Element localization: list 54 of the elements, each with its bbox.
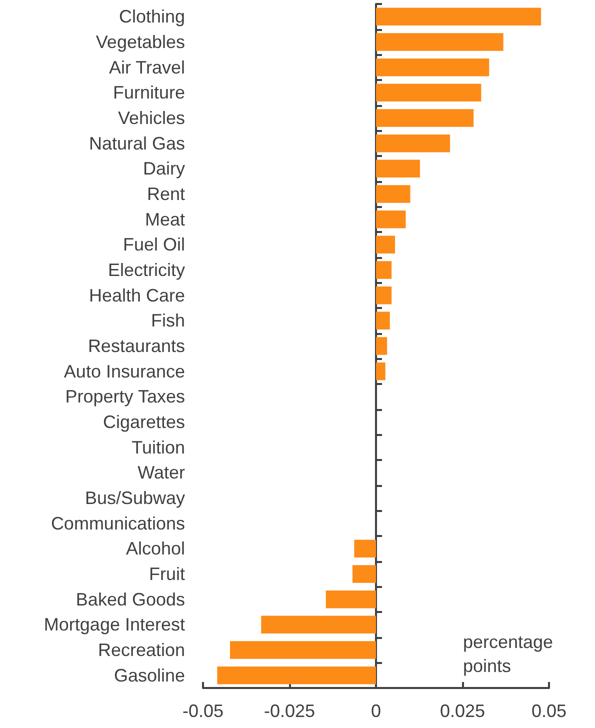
y-tick-label: Mortgage Interest: [44, 614, 185, 635]
y-tick-label: Clothing: [118, 6, 185, 27]
bar: [376, 109, 474, 127]
y-tick-label: Tuition: [132, 437, 185, 458]
bar: [230, 641, 376, 659]
bar: [376, 362, 386, 380]
annotation: percentage points: [463, 632, 558, 676]
bar: [376, 337, 388, 355]
bar: [376, 286, 392, 304]
bar: [376, 33, 504, 51]
y-tick-label: Recreation: [98, 640, 185, 660]
bar: [352, 565, 376, 583]
y-tick-label: Vehicles: [118, 108, 185, 128]
y-tick-label: Gasoline: [114, 665, 185, 686]
bar: [376, 58, 490, 76]
bar: [376, 261, 392, 279]
bar: [376, 312, 390, 330]
bar: [376, 8, 542, 26]
y-tick-label: Dairy: [142, 158, 185, 179]
bar: [376, 84, 482, 102]
y-tick-label: Fruit: [149, 564, 185, 584]
bar: [217, 666, 376, 684]
bar: [376, 236, 396, 254]
bar: [261, 616, 376, 634]
y-tick-label: Cigarettes: [102, 412, 185, 432]
y-tick-label: Restaurants: [88, 336, 185, 356]
bar: [376, 134, 450, 152]
y-tick-label: Meat: [144, 209, 185, 230]
y-tick-label: Air Travel: [108, 57, 185, 78]
x-tick-label: 0.025: [440, 701, 486, 721]
y-tick-label: Baked Goods: [76, 589, 185, 610]
bar: [376, 160, 420, 178]
y-tick-label: Rent: [146, 184, 185, 204]
y-tick-label: Fish: [150, 310, 185, 331]
bar: [376, 185, 410, 203]
y-tick-label: Fuel Oil: [122, 234, 185, 255]
y-tick-label: Auto Insurance: [64, 361, 185, 382]
y-tick-label: Bus/Subway: [84, 488, 185, 508]
y-tick-label: Electricity: [108, 260, 185, 280]
y-tick-label: Vegetables: [96, 32, 185, 52]
y-tick-label: Alcohol: [126, 538, 185, 559]
bar: [376, 210, 406, 228]
x-tick-label: 0.05: [531, 701, 567, 721]
y-tick-label: Communications: [50, 513, 185, 534]
y-tick-label: Natural Gas: [88, 133, 185, 154]
y-tick-label: Water: [138, 462, 185, 483]
x-tick-label: 0: [370, 701, 382, 721]
x-tick-label: -0.025: [264, 701, 316, 721]
x-tick-label: -0.05: [182, 701, 224, 721]
bar: [354, 540, 376, 558]
y-tick-label: Health Care: [88, 285, 185, 306]
y-tick-label: Property Taxes: [65, 386, 185, 407]
y-tick-label: Furniture: [112, 82, 185, 103]
bar: [326, 590, 376, 608]
